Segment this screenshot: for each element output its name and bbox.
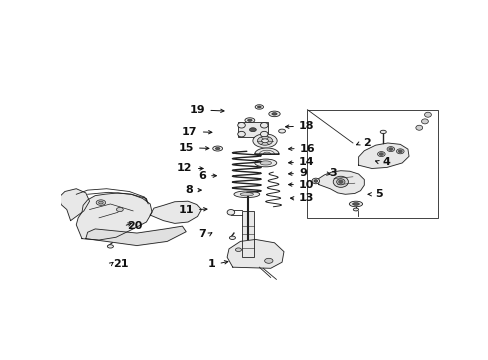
- Text: 10: 10: [299, 180, 314, 190]
- Ellipse shape: [249, 128, 256, 132]
- Text: 15: 15: [178, 143, 193, 153]
- Ellipse shape: [386, 147, 394, 152]
- Ellipse shape: [338, 180, 342, 183]
- Polygon shape: [254, 148, 279, 154]
- Ellipse shape: [254, 159, 276, 167]
- Polygon shape: [150, 201, 201, 223]
- Polygon shape: [59, 189, 89, 221]
- Ellipse shape: [271, 113, 277, 115]
- Ellipse shape: [235, 248, 241, 252]
- Text: 8: 8: [184, 185, 192, 195]
- Ellipse shape: [268, 111, 280, 117]
- Ellipse shape: [424, 112, 430, 117]
- Ellipse shape: [421, 119, 427, 124]
- Polygon shape: [358, 143, 408, 168]
- Ellipse shape: [278, 129, 285, 133]
- Text: 4: 4: [382, 157, 389, 167]
- Text: 1: 1: [207, 258, 215, 269]
- Ellipse shape: [398, 150, 401, 152]
- Ellipse shape: [240, 193, 253, 196]
- Ellipse shape: [257, 136, 272, 145]
- Ellipse shape: [237, 122, 245, 128]
- Text: 18: 18: [299, 121, 314, 131]
- Ellipse shape: [233, 191, 259, 198]
- Ellipse shape: [396, 149, 403, 154]
- Ellipse shape: [311, 178, 319, 184]
- Text: 19: 19: [189, 105, 205, 115]
- Ellipse shape: [353, 208, 358, 211]
- Ellipse shape: [255, 105, 263, 109]
- Ellipse shape: [348, 201, 362, 207]
- Ellipse shape: [237, 131, 245, 137]
- Text: 9: 9: [299, 168, 306, 179]
- Bar: [307, 110, 437, 218]
- Polygon shape: [76, 193, 152, 240]
- Text: 16: 16: [299, 144, 315, 153]
- Ellipse shape: [212, 146, 222, 151]
- Ellipse shape: [247, 119, 252, 121]
- Ellipse shape: [336, 179, 344, 185]
- Ellipse shape: [415, 125, 422, 130]
- Ellipse shape: [96, 200, 105, 205]
- Ellipse shape: [226, 210, 234, 215]
- Ellipse shape: [99, 201, 103, 204]
- Polygon shape: [317, 171, 364, 194]
- Text: 21: 21: [113, 260, 129, 269]
- Ellipse shape: [379, 153, 382, 155]
- Bar: [242, 211, 253, 257]
- Ellipse shape: [332, 176, 347, 187]
- Ellipse shape: [388, 148, 392, 150]
- Text: 2: 2: [363, 138, 370, 148]
- Ellipse shape: [252, 134, 277, 148]
- Ellipse shape: [352, 203, 359, 205]
- Ellipse shape: [261, 139, 268, 143]
- Text: 3: 3: [329, 168, 336, 179]
- Ellipse shape: [377, 152, 385, 157]
- Ellipse shape: [260, 131, 267, 137]
- Text: 6: 6: [198, 171, 205, 181]
- Ellipse shape: [260, 122, 267, 128]
- Polygon shape: [226, 239, 284, 268]
- Ellipse shape: [229, 236, 235, 239]
- Polygon shape: [237, 122, 267, 137]
- Ellipse shape: [215, 148, 220, 150]
- Ellipse shape: [380, 130, 386, 134]
- Text: 17: 17: [182, 127, 197, 137]
- Text: 11: 11: [178, 204, 193, 215]
- Ellipse shape: [313, 180, 317, 183]
- Text: 14: 14: [299, 157, 314, 167]
- Text: 20: 20: [126, 221, 142, 231]
- Ellipse shape: [116, 207, 123, 212]
- Polygon shape: [85, 226, 186, 246]
- Ellipse shape: [244, 118, 254, 123]
- Text: 12: 12: [177, 163, 192, 174]
- Ellipse shape: [264, 258, 272, 263]
- Text: 13: 13: [299, 193, 314, 203]
- Ellipse shape: [107, 245, 113, 248]
- Ellipse shape: [260, 161, 271, 165]
- Text: 5: 5: [374, 189, 382, 199]
- Ellipse shape: [257, 106, 261, 108]
- Text: 7: 7: [198, 229, 205, 239]
